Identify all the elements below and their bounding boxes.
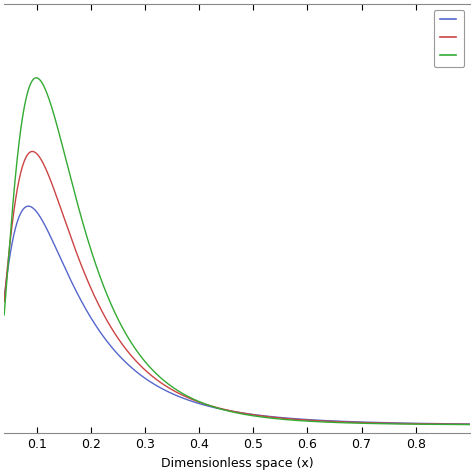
Legend: , , : , , (434, 10, 464, 67)
X-axis label: Dimensionless space (x): Dimensionless space (x) (161, 457, 313, 470)
